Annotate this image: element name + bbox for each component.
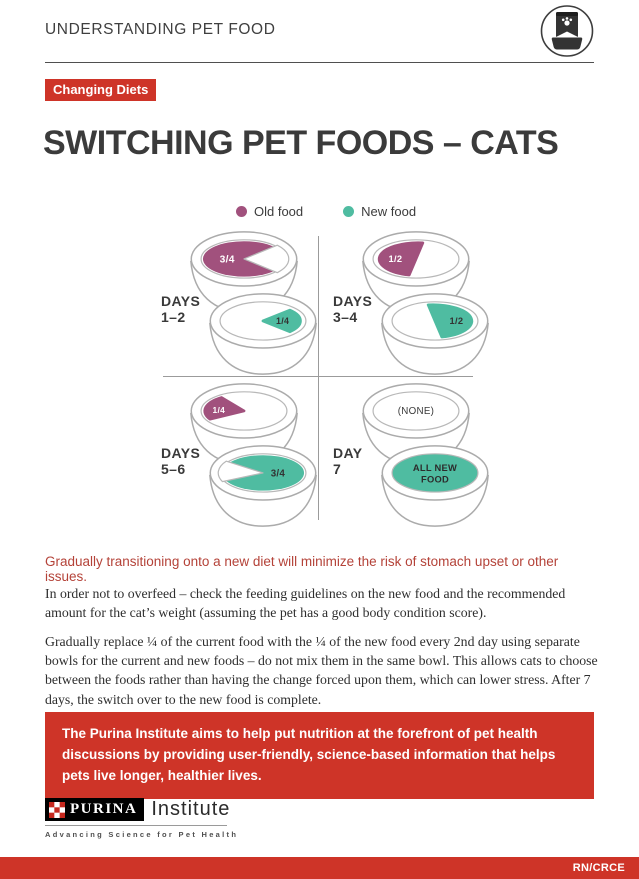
quadrant-label-line1: DAY xyxy=(333,445,363,461)
purina-institute-callout: The Purina Institute aims to help put nu… xyxy=(45,712,594,799)
logo-tagline: Advancing Science for Pet Health xyxy=(45,830,239,839)
quadrant-label-line2: 1–2 xyxy=(161,308,186,325)
fraction-label: 1/4 xyxy=(276,316,289,326)
bowl-new-food-three-quarters: 3/4 xyxy=(209,445,317,527)
fraction-label: 1/2 xyxy=(450,316,464,326)
legend-item-old-food: Old food xyxy=(236,204,303,219)
quadrant-label: DAYS 3–4 xyxy=(333,293,373,325)
quadrant-label: DAYS 1–2 xyxy=(161,293,201,325)
fraction-label: 1/2 xyxy=(389,254,403,264)
header-divider xyxy=(45,62,594,63)
bowl-new-food-one-quarter: 1/4 xyxy=(209,293,317,375)
legend: Old food New food xyxy=(236,204,416,219)
section-badge: Changing Diets xyxy=(45,79,157,101)
quadrant-label-line1: DAYS xyxy=(333,293,373,309)
fraction-label: 3/4 xyxy=(271,469,286,480)
quadrant-label-line1: DAYS xyxy=(161,445,201,461)
checkerboard-icon xyxy=(49,801,65,818)
bowl-old-food-three-quarters: 3/4 xyxy=(190,231,298,313)
legend-label: Old food xyxy=(254,204,304,219)
legend-item-new-food: New food xyxy=(343,204,416,219)
bowl-old-food-half: 1/2 xyxy=(362,231,470,313)
quadrant-days-5-6: DAYS 5–6 1/4 3/4 xyxy=(150,382,318,530)
paragraph-2: Gradually replace ¼ of the current food … xyxy=(45,633,598,707)
new-food-swatch-icon xyxy=(343,206,355,217)
page-title: SWITCHING PET FOODS – CATS xyxy=(43,124,559,162)
logo-row: PURINA Institute xyxy=(45,798,245,821)
horizontal-divider xyxy=(163,376,473,377)
none-label: (NONE) xyxy=(398,406,434,417)
quadrant-label: DAY 7 xyxy=(333,445,363,477)
all-new-food-label-line1: ALL NEW xyxy=(413,463,457,473)
quadrant-label-line2: 5–6 xyxy=(161,460,186,477)
bowl-all-new-food: ALL NEW FOOD xyxy=(381,445,489,527)
quadrant-days-1-2: DAYS 1–2 3/4 1/4 xyxy=(150,230,318,378)
paragraph-1: In order not to overfeed – check the fee… xyxy=(45,586,566,621)
fraction-label: 1/4 xyxy=(213,405,226,415)
legend-label: New food xyxy=(361,204,417,219)
quadrant-day-7: DAY 7 (NONE) ALL NEW FOOD xyxy=(322,382,490,530)
institute-wordmark: Institute xyxy=(151,798,231,820)
lead-sentence: Gradually transitioning onto a new diet … xyxy=(45,554,559,584)
purina-institute-logo: PURINA Institute Advancing Science for P… xyxy=(45,798,245,839)
quadrant-days-3-4: DAYS 3–4 1/2 1/2 xyxy=(322,230,490,378)
quadrant-label-line2: 3–4 xyxy=(333,308,358,325)
bowl-new-food-half: 1/2 xyxy=(381,293,489,375)
bowl-old-food-one-quarter: 1/4 xyxy=(190,383,298,465)
all-new-food-label-line2: FOOD xyxy=(421,474,449,484)
purina-logo-box: PURINA xyxy=(45,798,145,821)
quadrant-label: DAYS 5–6 xyxy=(161,445,201,477)
quadrant-label-line2: 7 xyxy=(333,460,342,477)
vertical-divider xyxy=(318,236,319,520)
transition-diagram: DAYS 1–2 3/4 1/4 DAYS xyxy=(0,228,639,530)
quadrant-label-line1: DAYS xyxy=(161,293,201,309)
old-food-swatch-icon xyxy=(236,206,247,217)
footer-code: RN/CRCE xyxy=(572,862,625,874)
page-header-title: UNDERSTANDING PET FOOD xyxy=(45,21,276,38)
pet-food-bag-and-bowl-icon xyxy=(540,5,594,57)
logo-divider xyxy=(45,825,227,826)
purina-wordmark: PURINA xyxy=(70,801,138,817)
footer-bar: RN/CRCE xyxy=(0,857,639,879)
fraction-label: 3/4 xyxy=(220,255,235,266)
